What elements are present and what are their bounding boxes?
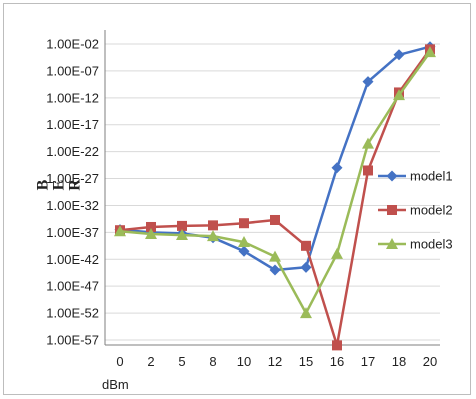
data-point-diamond [269,264,281,276]
x-tick-label: 16 [330,354,344,369]
data-point-triangle [238,236,250,248]
x-tick-label: 0 [116,354,123,369]
data-point-triangle [176,229,188,241]
data-point-square [177,220,187,231]
legend-label: model2 [410,203,453,218]
y-tick-labels: 1.00E-02 1.00E-07 1.00E-12 1.00E-17 1.00E-22… [46,37,99,348]
data-point-diamond [386,170,398,182]
series-line-model1 [119,45,431,272]
data-point-triangle [386,238,398,249]
data-point-triangle [424,46,436,58]
y-axis-title-letter: B [35,179,52,190]
data-point-triangle [145,227,157,239]
y-tick-label: 1.00E-22 [46,144,99,159]
chart-frame [3,3,471,395]
data-point-triangle [393,89,405,101]
data-point-square [146,221,156,232]
y-tick-label: 1.00E-37 [46,225,99,240]
x-tick-label: 15 [299,354,313,369]
legend-item-model2: model2 [378,203,453,218]
series-model3 [114,46,436,319]
x-tick-label: 10 [237,354,251,369]
y-tick-label: 1.00E-02 [46,37,99,52]
data-point-diamond [393,49,405,61]
data-point-square [270,214,280,225]
data-point-triangle [207,230,219,242]
x-axis-title: dBm [102,377,129,392]
y-tick-label: 1.00E-42 [46,252,99,267]
data-point-diamond [362,76,374,88]
y-tick-label: 1.00E-27 [46,171,99,186]
legend-label: model3 [410,237,453,252]
data-point-square [363,165,373,176]
data-point-square [387,205,397,215]
data-point-triangle [331,247,343,259]
data-point-triangle [269,250,281,262]
series-model2 [115,44,435,351]
y-tick-label: 1.00E-57 [46,333,99,348]
y-tick-label: 1.00E-07 [46,63,99,78]
x-tick-label: 2 [147,354,154,369]
y-tick-label: 1.00E-32 [46,198,99,213]
y-tick-label: 1.00E-47 [46,279,99,294]
x-tick-labels: 0 2 5 8 10 12 15 16 17 18 20 [116,354,437,369]
y-axis-title-letter: E [51,180,68,191]
x-tick-label: 12 [268,354,282,369]
x-tick-label: 5 [178,354,185,369]
data-point-square [301,240,311,251]
y-axis-title-letter: R [67,179,84,191]
series [114,41,436,351]
data-point-triangle [114,225,126,237]
x-tick-label: 20 [423,354,437,369]
y-tick-label: 1.00E-17 [46,117,99,132]
x-tick-label: 8 [209,354,216,369]
data-point-triangle [300,307,312,319]
data-point-square [208,220,218,231]
legend-label: model1 [410,169,453,184]
axes [104,30,440,346]
series-line-model2 [119,48,432,347]
legend-item-model1: model1 [378,169,453,184]
data-point-diamond [300,261,312,273]
x-tick-label: 18 [392,354,406,369]
legend: model1 model2 model3 [378,169,453,252]
y-tick-label: 1.00E-52 [46,306,99,321]
data-point-diamond [238,245,250,257]
data-point-square [332,340,342,351]
data-point-triangle [362,137,374,149]
gridlines [105,43,440,341]
legend-item-model3: model3 [378,237,453,252]
data-point-diamond [331,162,343,174]
data-point-square [239,218,249,229]
y-tick-label: 1.00E-12 [46,90,99,105]
series-model1 [114,41,436,276]
x-tick-label: 17 [361,354,375,369]
